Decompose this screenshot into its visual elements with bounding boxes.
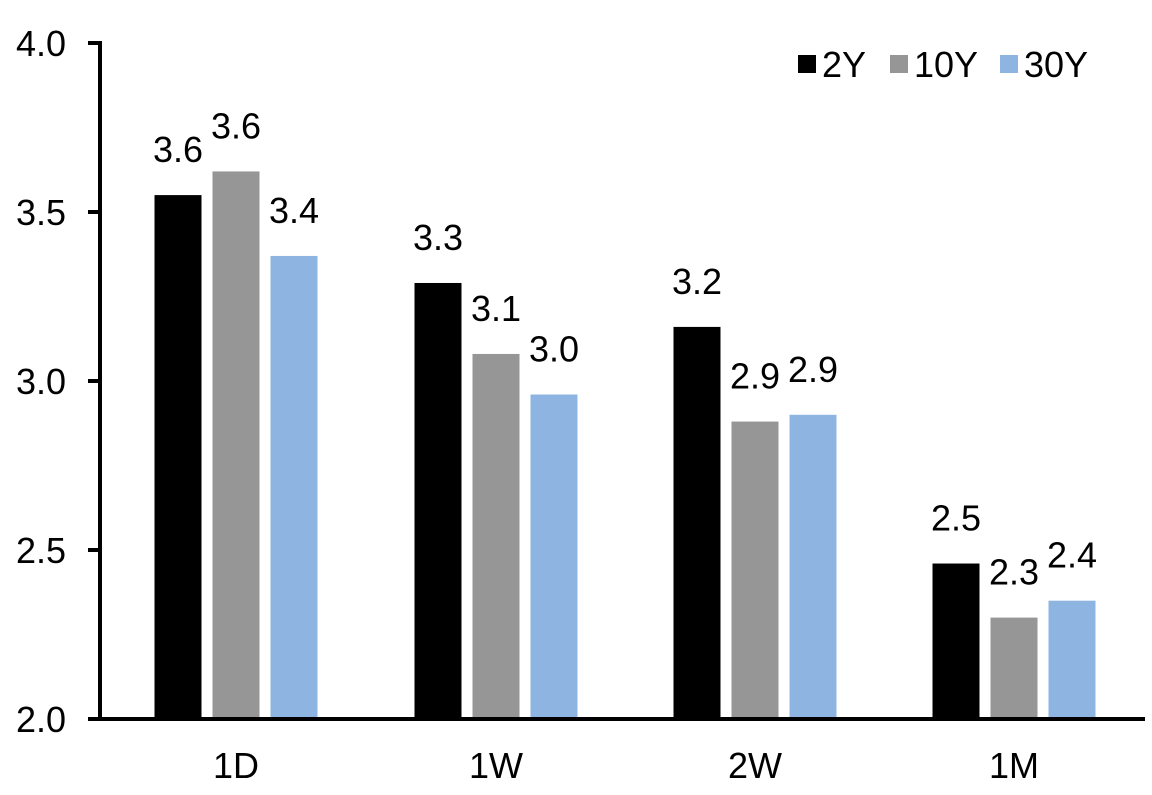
legend-swatch-2Y (798, 55, 816, 73)
data-label-10Y-1M: 2.3 (989, 552, 1039, 593)
data-label-2Y-1W: 3.3 (413, 217, 463, 258)
data-label-10Y-1D: 3.6 (211, 105, 261, 146)
data-label-2Y-2W: 3.2 (672, 261, 722, 302)
x-category-label-1D: 1D (213, 745, 259, 786)
bar-30Y-1M (1048, 600, 1096, 719)
legend-label-2Y: 2Y (822, 44, 866, 85)
bar-30Y-1D (270, 255, 318, 719)
bar-10Y-1D (212, 171, 260, 719)
legend-swatch-10Y (890, 55, 908, 73)
y-tick-label: 4.0 (16, 23, 66, 64)
data-label-30Y-1D: 3.4 (269, 190, 319, 231)
bar-10Y-1W (472, 353, 520, 719)
y-tick-label: 2.5 (16, 530, 66, 571)
data-label-10Y-1W: 3.1 (471, 288, 521, 329)
bar-2Y-1M (932, 563, 980, 719)
legend-label-10Y: 10Y (914, 44, 978, 85)
legend-swatch-30Y (1000, 55, 1018, 73)
data-label-30Y-1M: 2.4 (1047, 535, 1097, 576)
data-label-2Y-1D: 3.6 (153, 129, 203, 170)
x-category-label-1W: 1W (469, 745, 523, 786)
bar-2Y-2W (673, 326, 721, 719)
bar-10Y-1M (990, 617, 1038, 719)
legend-label-30Y: 30Y (1024, 44, 1088, 85)
y-tick-label: 2.0 (16, 699, 66, 740)
data-label-30Y-1W: 3.0 (529, 329, 579, 370)
x-category-label-1M: 1M (989, 745, 1039, 786)
y-tick-label: 3.5 (16, 192, 66, 233)
x-category-label-2W: 2W (728, 745, 782, 786)
data-label-10Y-2W: 2.9 (730, 356, 780, 397)
data-label-30Y-2W: 2.9 (788, 349, 838, 390)
data-label-2Y-1M: 2.5 (931, 498, 981, 539)
bar-30Y-1W (530, 394, 578, 719)
bar-2Y-1W (414, 282, 462, 719)
y-tick-label: 3.0 (16, 361, 66, 402)
bar-30Y-2W (789, 414, 837, 719)
bar-2Y-1D (154, 195, 202, 720)
bar-10Y-2W (731, 421, 779, 719)
